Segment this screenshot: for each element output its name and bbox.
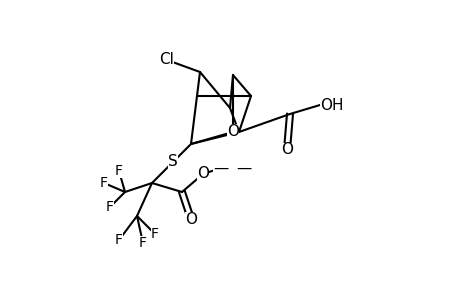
Text: S: S — [168, 154, 178, 169]
Text: O: O — [196, 167, 208, 182]
Text: F: F — [151, 227, 159, 241]
Text: F: F — [115, 233, 123, 247]
Text: O: O — [226, 124, 239, 140]
Text: Cl: Cl — [159, 52, 174, 68]
Text: F: F — [139, 236, 147, 250]
Text: O: O — [185, 212, 196, 226]
Text: F: F — [115, 164, 123, 178]
Text: O: O — [280, 142, 292, 158]
Text: OH: OH — [319, 98, 343, 112]
Text: —: — — [213, 160, 228, 175]
Text: —: — — [235, 160, 251, 175]
Text: F: F — [100, 176, 108, 190]
Text: F: F — [106, 200, 114, 214]
